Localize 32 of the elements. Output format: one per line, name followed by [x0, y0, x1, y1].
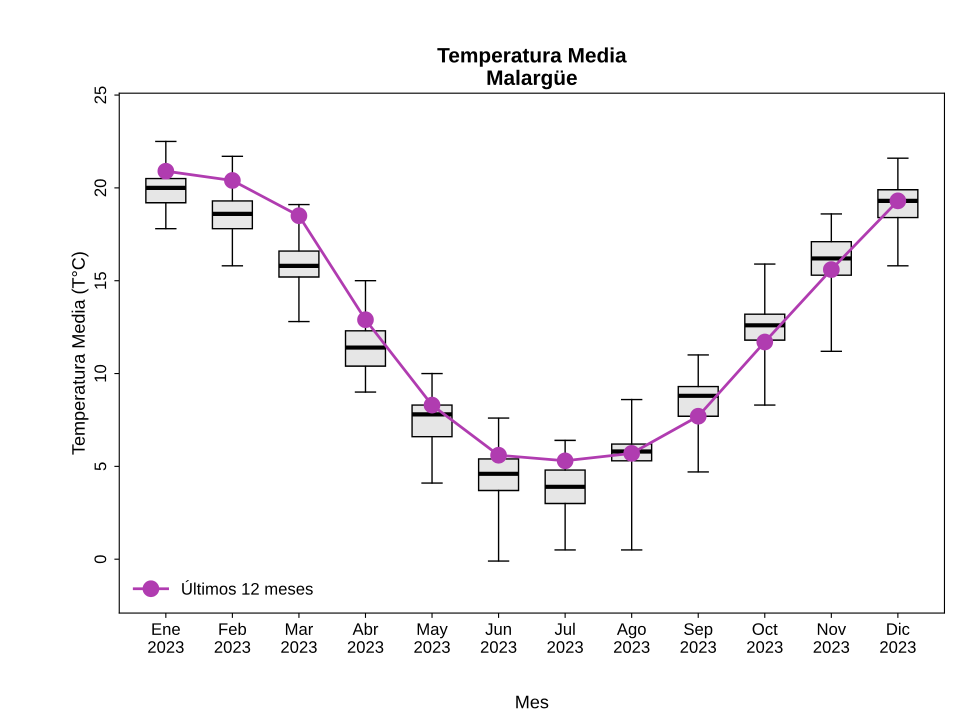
point: [357, 311, 374, 328]
x-tick-label: Dic 2023: [880, 622, 916, 653]
chart-title: Temperatura Media Malargüe: [437, 47, 627, 90]
x-tick-label: Mar 2023: [281, 623, 317, 653]
y-axis-title: Temperatura Media (T°C): [72, 252, 88, 455]
x-tick-label: Oct 2023: [747, 623, 783, 653]
x-tick-label: Jul 2023: [547, 622, 583, 653]
x-tick-label: Sep 2023: [680, 623, 716, 653]
x-axis-title: Mes: [516, 696, 548, 708]
point: [690, 408, 707, 425]
y-tick-label: 20: [94, 179, 106, 196]
legend-label: Últimos 12 meses: [182, 580, 313, 595]
x-tick-label: Ago 2023: [614, 623, 650, 653]
point: [556, 452, 574, 470]
x-tick-label: Feb 2023: [214, 622, 250, 653]
y-tick-label: 5: [94, 462, 106, 470]
x-tick-label: May 2023: [414, 623, 450, 653]
x-tick-label: Ene 2023: [148, 623, 184, 653]
x-tick-label: Abr 2023: [348, 622, 384, 653]
x-tick-label: Jun 2023: [480, 623, 516, 653]
point: [490, 446, 507, 464]
point: [290, 207, 308, 224]
y-tick-label: 15: [94, 272, 106, 289]
point: [822, 261, 840, 278]
x-tick-label: Nov 2023: [814, 623, 850, 653]
y-tick-label: 10: [94, 364, 106, 382]
point: [158, 162, 174, 180]
y-tick-label: 25: [94, 86, 106, 104]
point: [224, 172, 241, 189]
y-tick-label: 0: [94, 555, 106, 564]
point: [756, 334, 774, 350]
point: [424, 396, 440, 414]
